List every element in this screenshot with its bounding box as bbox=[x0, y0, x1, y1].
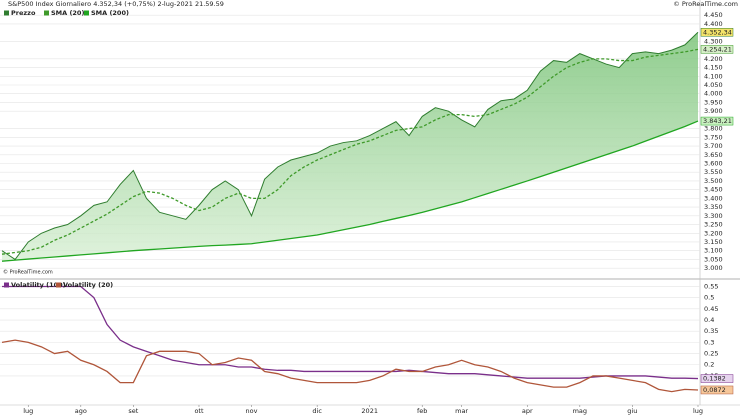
y-tick-label: 4.400 bbox=[704, 20, 723, 28]
series-line bbox=[1, 120, 699, 262]
series-line bbox=[1, 31, 699, 261]
y-tick-label: 3.450 bbox=[704, 186, 723, 194]
x-tick-label: ago bbox=[75, 407, 87, 415]
last-value-label: 0,1382 bbox=[703, 375, 726, 383]
x-tick-label: mar bbox=[455, 407, 468, 415]
watermark: © ProRealTime.com bbox=[3, 269, 53, 276]
last-value-label: 3.843,21 bbox=[703, 117, 732, 125]
x-tick-label: lug bbox=[23, 407, 33, 415]
last-value-box bbox=[700, 374, 734, 383]
y-tick-label: 3.100 bbox=[704, 247, 723, 255]
y-tick-label: 4.300 bbox=[704, 37, 723, 45]
legend-label: Prezzo bbox=[11, 9, 36, 17]
y-tick-label: 0.45 bbox=[704, 305, 718, 313]
last-value-box bbox=[700, 385, 734, 395]
legend-swatch bbox=[4, 10, 9, 16]
x-tick-label: set bbox=[128, 407, 138, 415]
chart-title: S&P500 Index Giornaliero 4.352,34 (+0,75… bbox=[8, 0, 224, 8]
last-value-box bbox=[700, 116, 734, 126]
x-tick-label: apr bbox=[522, 407, 533, 415]
y-tick-label: 3.300 bbox=[704, 212, 723, 220]
series-line bbox=[2, 285, 699, 380]
y-tick-label: 3.550 bbox=[704, 168, 723, 176]
y-tick-label: 3.500 bbox=[704, 177, 723, 185]
y-tick-label: 3.650 bbox=[704, 151, 723, 159]
y-tick-label: 4.100 bbox=[704, 72, 723, 80]
x-tick-label: dic bbox=[312, 407, 322, 415]
legend-label: Volatility (100) bbox=[11, 281, 66, 289]
legend-label: Volatility (20) bbox=[63, 281, 113, 289]
watermark: © ProRealTime.com bbox=[673, 0, 738, 8]
last-value-label: 4.352,34 bbox=[703, 28, 732, 36]
y-tick-label: 3.350 bbox=[704, 203, 723, 211]
legend-swatch bbox=[4, 282, 9, 288]
y-tick-label: 0.35 bbox=[704, 327, 718, 335]
y-tick-label: 3.800 bbox=[704, 125, 723, 133]
y-tick-label: 3.950 bbox=[704, 98, 723, 106]
x-tick-label: nov bbox=[246, 407, 258, 415]
x-tick-label: ott bbox=[194, 407, 204, 415]
y-tick-label: 0.4 bbox=[704, 316, 714, 324]
y-tick-label: 0.25 bbox=[704, 350, 718, 358]
y-tick-label: 3.750 bbox=[704, 133, 723, 141]
y-tick-label: 4.000 bbox=[704, 90, 723, 98]
y-tick-label: 4.150 bbox=[704, 64, 723, 72]
legend-swatch bbox=[44, 10, 49, 16]
x-tick-label: giu bbox=[627, 407, 637, 415]
y-tick-label: 3.400 bbox=[704, 194, 723, 202]
plot-layer: 3.0003.0503.1003.1503.2003.2503.3003.350… bbox=[0, 9, 734, 415]
series-line bbox=[1, 48, 699, 255]
y-tick-label: 3.900 bbox=[704, 107, 723, 115]
last-value-box bbox=[700, 28, 734, 37]
legend-label: SMA (20) bbox=[51, 9, 84, 17]
last-value-label: 0,0872 bbox=[703, 386, 726, 394]
y-tick-label: 3.150 bbox=[704, 238, 723, 246]
legend-swatch bbox=[84, 10, 89, 16]
x-tick-label: lug bbox=[693, 407, 703, 415]
y-tick-label: 0.3 bbox=[704, 338, 714, 346]
y-tick-label: 0.55 bbox=[704, 282, 718, 290]
legend-swatch bbox=[56, 282, 61, 288]
y-tick-label: 3.600 bbox=[704, 159, 723, 167]
x-tick-label: mag bbox=[573, 407, 587, 415]
x-tick-label: 2021 bbox=[361, 407, 378, 415]
last-value-label: 4.254,21 bbox=[703, 45, 732, 53]
series-line bbox=[1, 339, 699, 393]
y-tick-label: 3.050 bbox=[704, 255, 723, 263]
y-tick-label: 3.200 bbox=[704, 229, 723, 237]
y-tick-label: 0.2 bbox=[704, 361, 714, 369]
y-tick-label: 3.700 bbox=[704, 142, 723, 150]
y-tick-label: 4.200 bbox=[704, 55, 723, 63]
y-tick-label: 0.5 bbox=[704, 294, 714, 302]
last-value-box bbox=[700, 45, 734, 54]
y-tick-label: 3.000 bbox=[704, 264, 723, 272]
legend-label: SMA (200) bbox=[91, 9, 129, 17]
y-tick-label: 4.050 bbox=[704, 81, 723, 89]
y-tick-label: 3.250 bbox=[704, 221, 723, 229]
x-tick-label: feb bbox=[417, 407, 427, 415]
y-tick-label: 4.450 bbox=[704, 11, 723, 19]
